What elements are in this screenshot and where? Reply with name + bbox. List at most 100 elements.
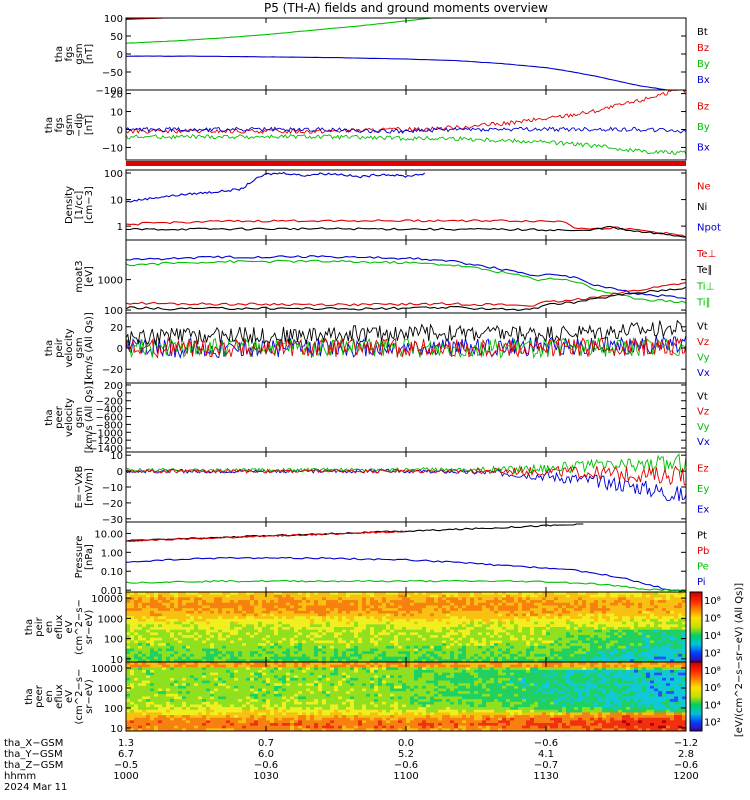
spectrogram-cell — [486, 600, 491, 604]
spectrogram-cell — [358, 621, 363, 625]
spectrogram-cell — [422, 635, 427, 639]
spectrogram-cell — [126, 594, 131, 598]
spectrogram-cell — [354, 616, 359, 620]
spectrogram-cell — [286, 637, 291, 641]
spectrogram-cell — [198, 618, 203, 623]
spectrogram-cell — [170, 651, 175, 655]
spectrogram-cell — [198, 648, 203, 652]
spectrogram-cell — [138, 627, 143, 631]
spectrogram-cell — [266, 645, 271, 649]
spectrogram-cell — [598, 605, 603, 609]
spectrogram-cell — [602, 621, 607, 625]
spectrogram-cell — [206, 672, 211, 676]
spectrogram-cell — [602, 600, 607, 604]
spectrogram-cell — [674, 651, 679, 655]
spectrogram-cell — [214, 610, 219, 614]
spectrogram-cell — [246, 707, 251, 711]
spectrogram-cell — [214, 699, 219, 703]
spectrogram-cell — [482, 618, 487, 623]
spectrogram-cell — [478, 645, 483, 649]
spectrogram-cell — [266, 715, 271, 719]
spectrogram-cell — [246, 613, 251, 617]
spectrogram-cell — [406, 616, 411, 620]
spectrogram-cell — [626, 632, 631, 636]
spectrogram-cell — [330, 592, 335, 596]
spectrogram-cell — [386, 602, 391, 606]
spectrogram-cell — [530, 656, 535, 660]
spectrogram-cell — [182, 653, 187, 658]
spectrogram-cell — [298, 608, 303, 612]
spectrogram-cell — [382, 643, 387, 647]
spectrogram-cell — [306, 645, 311, 649]
spectrogram-cell — [250, 600, 255, 604]
spectrogram-cell — [654, 605, 659, 609]
spectrogram-cell — [386, 621, 391, 625]
spectrogram-cell — [218, 683, 223, 687]
spectrogram-cell — [194, 677, 199, 681]
spectrogram-cell — [502, 651, 507, 655]
spectrogram-cell — [446, 594, 451, 598]
spectrogram-cell — [190, 616, 195, 620]
spectrogram-cell — [530, 600, 535, 604]
spectrogram-cell — [346, 592, 351, 596]
spectrogram-cell — [390, 605, 395, 609]
spectrogram-cell — [130, 627, 135, 631]
spectrogram-cell — [570, 659, 575, 662]
spectrogram-cell — [134, 685, 139, 689]
spectrogram-cell — [142, 592, 147, 596]
spectrogram-cell — [506, 637, 511, 641]
spectrogram-cell — [338, 605, 343, 609]
spectrogram-cell — [582, 613, 587, 617]
spectrogram-cell — [266, 699, 271, 703]
spectrogram-cell — [262, 621, 267, 625]
spectrogram-cell — [434, 613, 439, 617]
spectrogram-cell — [178, 728, 183, 731]
spectrogram-cell — [222, 662, 227, 666]
spectrogram-cell — [598, 600, 603, 604]
spectrogram-cell — [386, 613, 391, 617]
spectrogram-cell — [250, 632, 255, 636]
spectrogram-cell — [574, 651, 579, 655]
spectrogram-cell — [142, 720, 147, 724]
spectrogram-cell — [250, 672, 255, 676]
spectrogram-cell — [258, 656, 263, 660]
spectrogram-cell — [326, 592, 331, 596]
spectrogram-cell — [610, 648, 615, 652]
spectrogram-cell — [358, 645, 363, 649]
spectrogram-cell — [518, 597, 523, 601]
spectrogram-cell — [234, 704, 239, 708]
spectrogram-cell — [606, 594, 611, 598]
spectrogram-cell — [254, 624, 259, 628]
spectrogram-cell — [646, 640, 651, 644]
spectrogram-cell — [386, 632, 391, 636]
spectrogram-cell — [386, 624, 391, 628]
spectrogram-cell — [126, 613, 131, 617]
legend-entry: Ey — [697, 484, 709, 495]
spectrogram-cell — [322, 656, 327, 660]
spectrogram-cell — [198, 645, 203, 649]
spectrogram-cell — [178, 669, 183, 674]
spectrogram-cell — [230, 709, 235, 713]
spectrogram-cell — [390, 621, 395, 625]
spectrogram-cell — [318, 640, 323, 644]
spectrogram-cell — [582, 632, 587, 636]
spectrogram-cell — [566, 624, 571, 628]
spectrogram-cell — [210, 712, 215, 716]
spectrogram-cell — [610, 613, 615, 617]
spectrogram-cell — [294, 645, 299, 649]
spectrogram-cell — [522, 640, 527, 644]
spectrogram-cell — [506, 643, 511, 647]
spectrogram-cell — [426, 645, 431, 649]
spectrogram-cell — [142, 717, 147, 721]
spectrogram-cell — [626, 594, 631, 598]
spectrogram-cell — [658, 656, 663, 660]
spectrogram-cell — [274, 621, 279, 625]
spectrogram-cell — [474, 627, 479, 631]
spectrogram-cell — [358, 624, 363, 628]
spectrogram-cell — [154, 651, 159, 655]
spectrogram-cell — [146, 629, 151, 633]
spectrogram-cell — [606, 651, 611, 655]
spectrogram-cell — [142, 701, 147, 705]
spectrogram-cell — [142, 667, 147, 671]
spectrogram-cell — [218, 701, 223, 705]
